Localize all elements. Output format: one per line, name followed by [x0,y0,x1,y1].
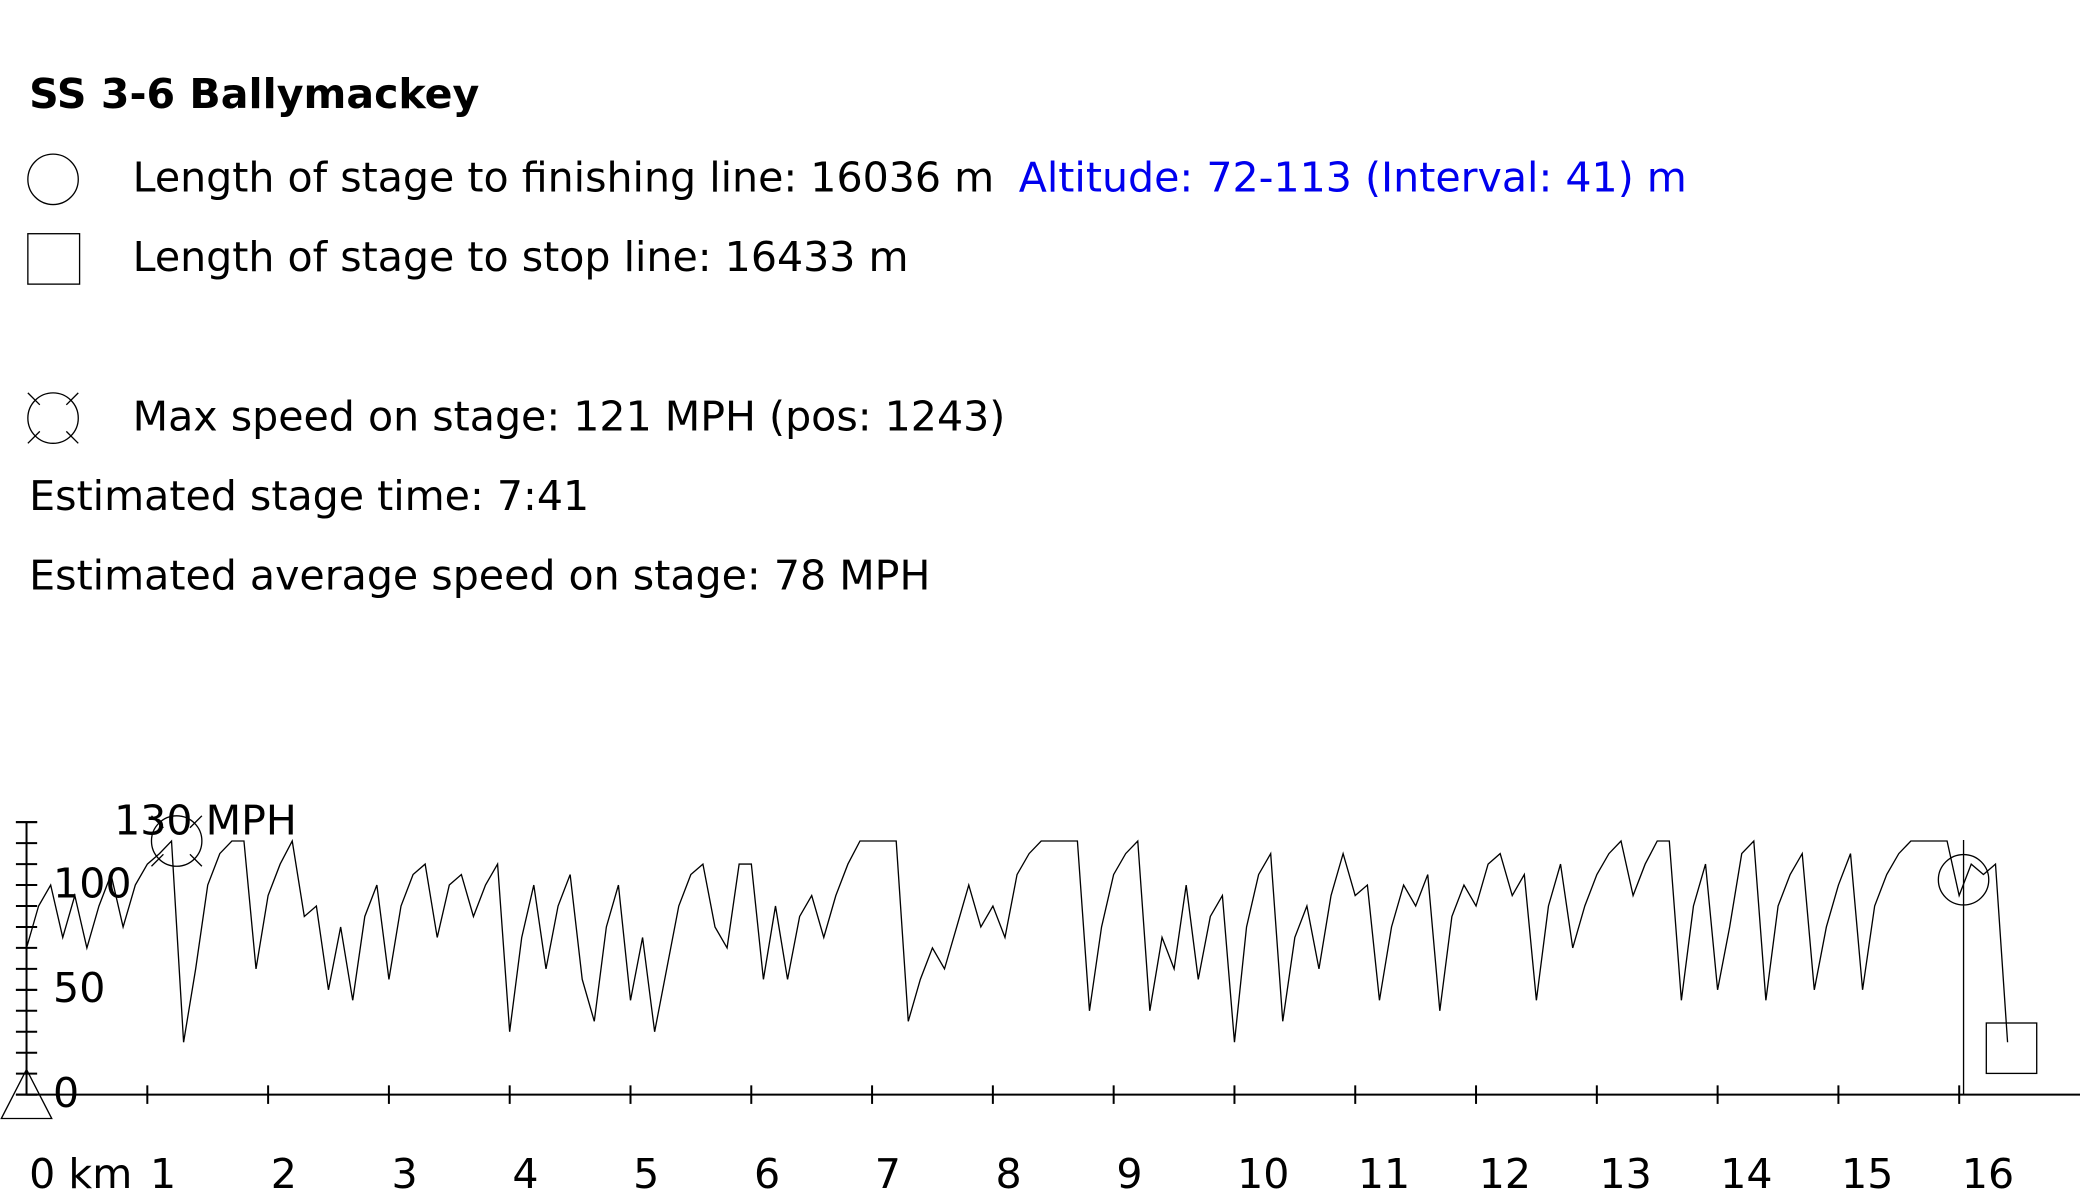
max-speed-icon [27,392,79,444]
stage-time: Estimated stage time: 7:41 [29,472,589,520]
x-tick-label: 8 [996,1150,1022,1198]
x-tick-label: 10 [1237,1150,1289,1198]
stop-length: Length of stage to stop line: 16433 m [133,233,909,281]
max-speed-cross [151,815,203,867]
stop-icon [27,233,81,285]
y-tick-label: 100 [53,859,131,907]
x-tick-label: 4 [512,1150,538,1198]
x-tick-label: 6 [754,1150,780,1198]
y-tick-label: 0 [53,1069,79,1117]
x-tick-label: 12 [1479,1150,1531,1198]
y-tick-label: 50 [53,964,105,1012]
x-tick-label: 14 [1720,1150,1772,1198]
stop-marker [1985,1022,2038,1075]
x-tick-label: 15 [1841,1150,1893,1198]
x-tick-label: 3 [392,1150,418,1198]
y-tick-label: 130 MPH [114,796,297,844]
x-tick-label: 11 [1358,1150,1410,1198]
start-marker [0,1067,53,1120]
finish-marker [1937,853,1990,906]
x-tick-label: 0 km [29,1150,132,1198]
average-speed: Estimated average speed on stage: 78 MPH [29,552,930,600]
max-speed-marker [150,815,203,867]
x-tick-label: 1 [150,1150,176,1198]
x-tick-label: 7 [875,1150,901,1198]
stage-title: SS 3-6 Ballymackey [29,70,479,118]
x-tick-label: 16 [1962,1150,2014,1198]
x-tick-label: 2 [271,1150,297,1198]
finish-length: Length of stage to finishing line: 16036… [133,154,995,202]
speed-trace [25,838,2009,1043]
finish-icon [27,153,79,206]
max-speed: Max speed on stage: 121 MPH (pos: 1243) [133,392,1006,440]
x-tick-label: 13 [1599,1150,1651,1198]
x-tick-label: 5 [633,1150,659,1198]
altitude: Altitude: 72-113 (Interval: 41) m [1019,154,1687,202]
x-tick-label: 9 [1116,1150,1142,1198]
